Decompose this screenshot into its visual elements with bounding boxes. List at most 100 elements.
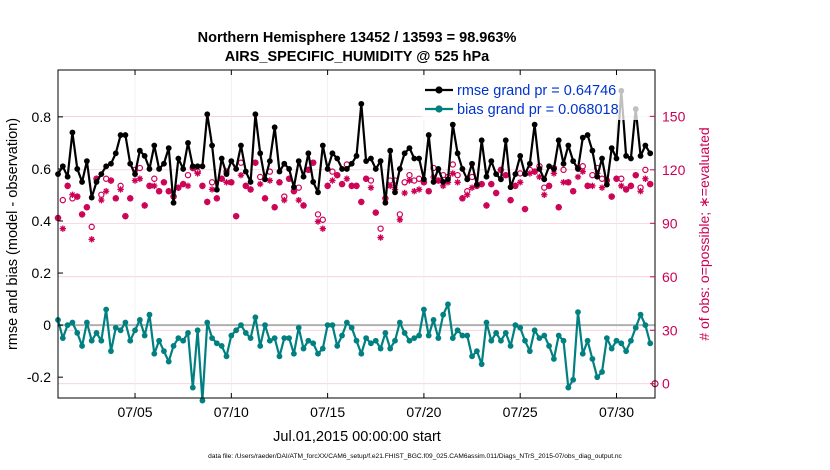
chart-title-line-2: AIRS_SPECIFIC_HUMIDITY @ 525 hPa <box>225 49 490 65</box>
plot-frame <box>57 69 656 399</box>
obs-evaluated-marker <box>160 179 168 186</box>
obs-evaluated-marker <box>295 196 302 204</box>
x-tick-label: 07/15 <box>310 404 345 420</box>
rmse-point <box>608 145 615 151</box>
rmse-point <box>204 111 211 118</box>
bias-point <box>257 343 264 349</box>
rmse-point <box>372 166 379 172</box>
rmse-point <box>108 160 114 167</box>
obs-evaluated-marker <box>155 188 163 195</box>
obs-evaluated-marker <box>377 234 384 241</box>
rmse-point <box>565 142 572 149</box>
obs-evaluated-marker <box>362 175 370 182</box>
left-y-tick-label: 0.6 <box>32 161 52 177</box>
obs-evaluated-marker <box>107 177 115 184</box>
obs-evaluated-marker <box>151 182 158 190</box>
rmse-point <box>300 173 307 180</box>
bias-point <box>69 319 76 326</box>
bias-point <box>546 343 552 349</box>
bias-point <box>88 337 95 344</box>
rmse-point <box>517 153 524 159</box>
obs-evaluated-marker <box>319 225 326 232</box>
rmse-point <box>83 158 90 165</box>
rmse-point <box>396 166 403 172</box>
rmse-point <box>584 132 591 138</box>
bias-point <box>392 337 398 344</box>
obs-evaluated-marker <box>257 180 264 188</box>
rmse-point <box>262 176 268 183</box>
obs-evaluated-marker <box>218 175 225 182</box>
obs-evaluated-marker <box>252 159 259 166</box>
obs-evaluated-marker <box>131 177 139 184</box>
bias-point <box>368 340 374 347</box>
rmse-point <box>628 155 634 162</box>
bias-point <box>647 340 654 347</box>
obs-possible-marker <box>329 168 336 175</box>
rmse-point <box>151 142 158 149</box>
rmse-point <box>334 155 341 162</box>
bias-point <box>377 345 384 352</box>
bias-point <box>112 324 119 331</box>
obs-evaluated-marker <box>488 180 495 188</box>
obs-possible-marker <box>367 177 375 184</box>
rmse-point <box>69 129 76 136</box>
bias-point <box>127 337 134 344</box>
obs-evaluated-marker <box>194 170 201 177</box>
bias-point <box>584 337 591 344</box>
obs-possible-marker <box>208 179 216 186</box>
bias-point <box>473 348 480 355</box>
bias-point <box>122 319 129 326</box>
obs-evaluated-marker <box>627 182 635 190</box>
bias-point <box>517 324 524 331</box>
bias-point <box>507 343 514 349</box>
rmse-point <box>353 153 360 159</box>
bias-point <box>454 327 461 334</box>
rmse-point <box>647 150 654 157</box>
rmse-point <box>305 150 312 157</box>
left-y-tick-label: 0.2 <box>32 265 52 281</box>
obs-evaluated-marker <box>545 182 553 190</box>
rmse-point <box>209 142 215 149</box>
obs-possible-marker <box>319 216 326 223</box>
rmse-point <box>550 166 557 172</box>
rmse-point <box>194 163 201 170</box>
bias-point <box>560 337 567 344</box>
rmse-point <box>127 160 134 167</box>
bias-point <box>228 332 235 339</box>
bias-point <box>151 350 158 357</box>
bias-point <box>382 330 389 336</box>
rmse-point <box>435 166 442 172</box>
rmse-point <box>478 137 485 144</box>
obs-evaluated-marker <box>184 182 192 190</box>
obs-evaluated-marker <box>247 186 254 193</box>
bias-point <box>536 335 543 342</box>
rmse-point <box>526 160 533 167</box>
obs-evaluated-marker <box>550 170 558 177</box>
bias-point <box>589 356 596 362</box>
obs-evaluated-marker <box>175 184 182 191</box>
obs-evaluated-marker <box>608 193 615 200</box>
rmse-point <box>112 150 119 157</box>
rmse-point <box>122 132 129 138</box>
obs-evaluated-marker <box>579 168 586 175</box>
bias-point <box>175 335 182 342</box>
obs-evaluated-marker <box>213 195 221 202</box>
bias-point <box>238 322 244 329</box>
bias-point <box>242 330 249 336</box>
rmse-point <box>570 158 577 165</box>
bias-point <box>512 322 519 329</box>
rmse-point <box>266 158 273 165</box>
bias-point <box>276 353 283 360</box>
bias-point <box>295 324 302 331</box>
rmse-point <box>310 179 317 185</box>
obs-evaluated-marker <box>305 166 312 174</box>
obs-possible-marker <box>151 175 158 182</box>
obs-evaluated-marker <box>324 182 331 190</box>
rmse-point <box>469 160 475 167</box>
left-y-tick-label: 0.4 <box>32 213 52 229</box>
bias-point <box>170 343 177 349</box>
rmse-point <box>348 160 355 167</box>
bias-point <box>315 350 321 357</box>
x-axis-ticks: 07/05 07/10 07/15 07/20 07/25 07/30 <box>118 70 634 420</box>
bias-point <box>83 319 90 326</box>
